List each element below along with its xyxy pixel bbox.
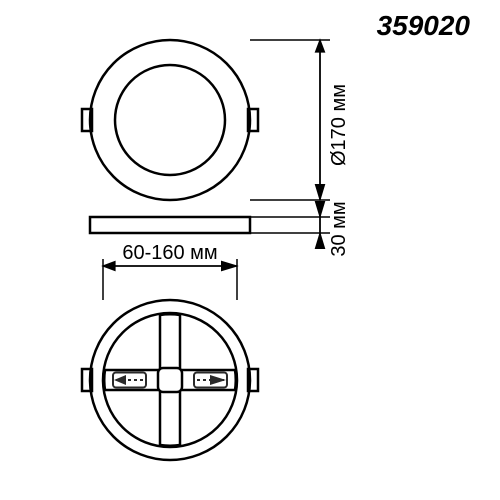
technical-drawing: Ø170 мм 30 мм 60-160 мм bbox=[0, 0, 500, 500]
depth-label: 30 мм bbox=[328, 201, 350, 256]
front-view bbox=[82, 40, 258, 200]
diameter-label: Ø170 мм bbox=[328, 84, 350, 166]
product-id: 359020 bbox=[377, 10, 470, 42]
side-profile-view bbox=[90, 217, 250, 233]
back-view bbox=[82, 300, 258, 460]
cutout-label: 60-160 мм bbox=[122, 242, 217, 264]
